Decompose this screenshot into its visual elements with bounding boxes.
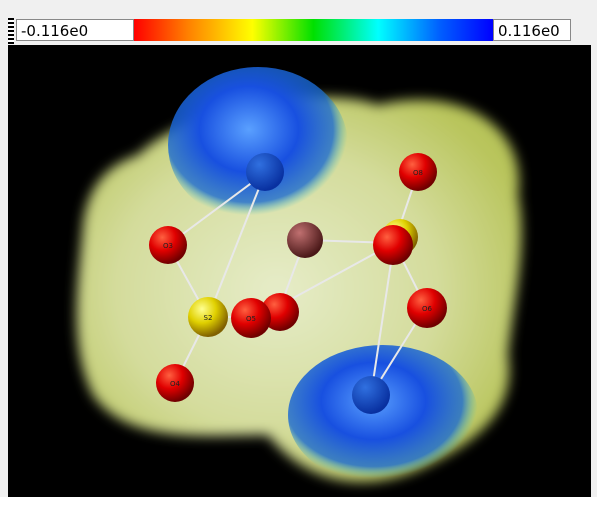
window: -0.116e0 0.116e0 — [0, 0, 597, 506]
colorbar — [134, 19, 493, 41]
atom-label: O8 — [413, 169, 423, 177]
colorbar-max: 0.116e0 — [493, 19, 571, 41]
atom — [352, 376, 390, 414]
atom-label: O5 — [246, 315, 256, 323]
atom-label: S2 — [204, 314, 213, 322]
atom-label: O6 — [422, 305, 433, 313]
molecule-view: O3 S2 O5 O4 O8 O6 — [8, 45, 591, 497]
atom — [246, 153, 284, 191]
atom-label: O3 — [163, 242, 173, 250]
positive-region — [288, 345, 478, 485]
frame-bottom — [0, 497, 597, 506]
positive-region — [168, 67, 348, 223]
toolbar-grip — [8, 18, 14, 44]
page: -0.116e0 0.116e0 — [0, 0, 597, 506]
atom — [373, 225, 413, 265]
atom — [287, 222, 323, 258]
colorbar-min: -0.116e0 — [16, 19, 134, 41]
atom-label: O4 — [170, 380, 181, 388]
